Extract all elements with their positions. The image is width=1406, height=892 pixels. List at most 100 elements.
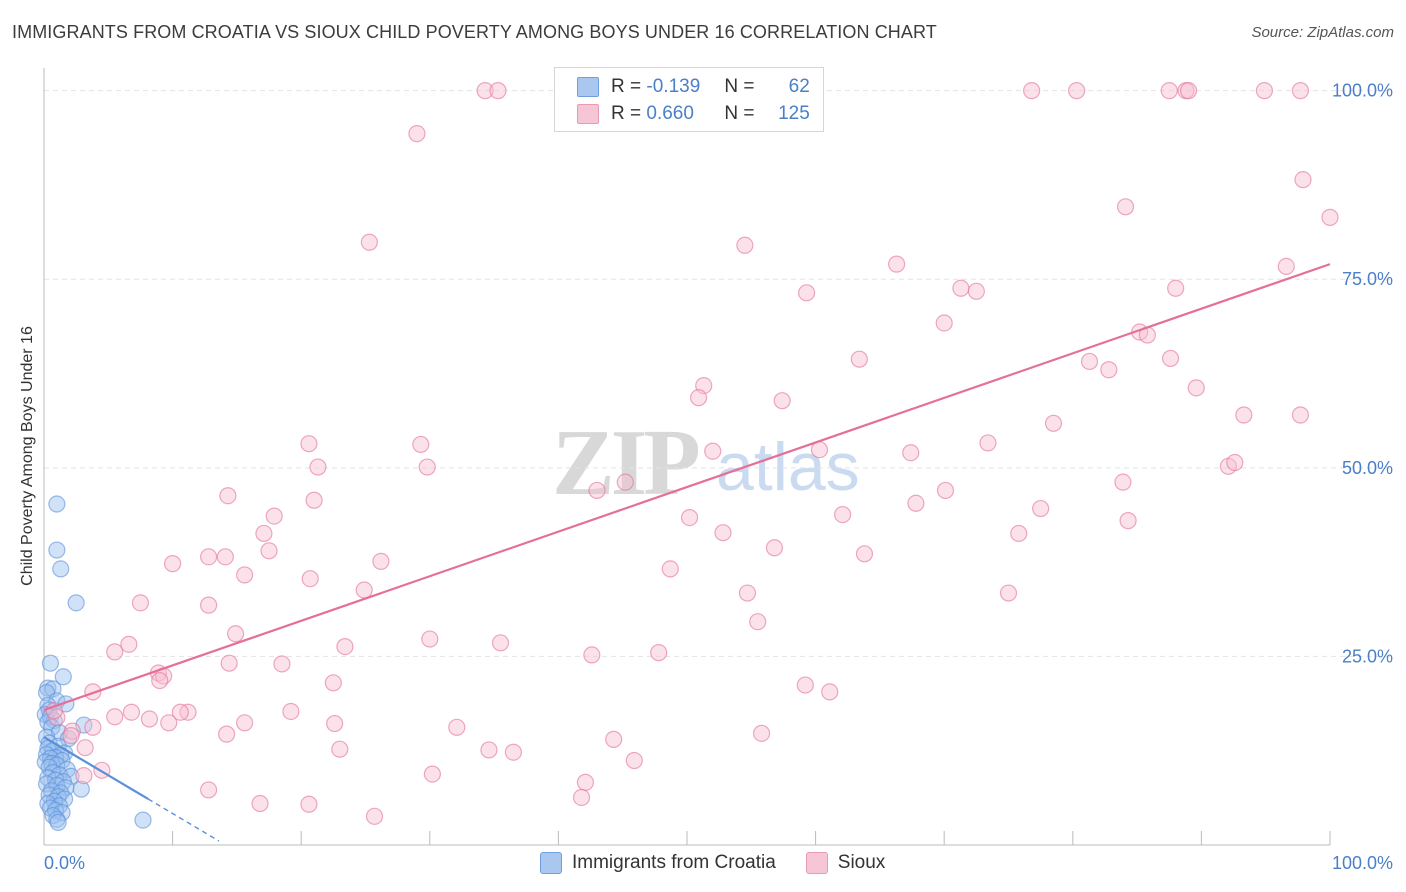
sioux-point — [738, 584, 757, 602]
sioux-point — [773, 392, 791, 410]
sioux-point — [1235, 406, 1253, 424]
sioux-point — [834, 505, 852, 524]
sioux-point — [797, 284, 816, 302]
sioux-point — [301, 570, 319, 588]
tick-labels: 25.0% 50.0% 75.0% 100.0% 0.0% 100.0% — [44, 81, 1393, 873]
sioux-point — [219, 487, 237, 505]
x-tick-label-min: 0.0% — [44, 853, 85, 873]
sioux-point — [907, 494, 925, 512]
series-croatia — [36, 495, 152, 831]
sioux-point — [1160, 82, 1178, 100]
sioux-point — [448, 718, 466, 736]
sioux-point — [616, 473, 634, 491]
series-legend: Immigrants from Croatia Sioux — [540, 852, 915, 874]
sioux-point — [855, 545, 874, 563]
sioux-point — [1291, 406, 1310, 424]
sioux-point — [164, 555, 182, 573]
sioux-point — [200, 781, 218, 799]
sioux-point — [650, 644, 668, 662]
sioux-point — [62, 727, 80, 745]
legend-item-croatia: Immigrants from Croatia — [540, 852, 776, 874]
sioux-point — [572, 788, 591, 807]
source-label: Source: ZipAtlas.com — [1251, 24, 1394, 41]
sioux-point — [480, 741, 498, 759]
sioux-point — [1010, 524, 1028, 543]
sioux-point — [902, 444, 920, 462]
sioux-point — [84, 718, 102, 736]
sioux-point — [171, 703, 189, 721]
croatia-point — [54, 668, 72, 686]
sioux-point — [752, 724, 771, 742]
croatia-swatch — [577, 77, 599, 97]
watermark-zip: ZIP — [552, 411, 698, 515]
sioux-point — [935, 314, 953, 332]
sioux-point — [273, 655, 291, 673]
sioux-point — [491, 634, 510, 652]
sioux-point — [1179, 82, 1198, 100]
sioux-point — [236, 714, 254, 732]
legend-label-croatia: Immigrants from Croatia — [572, 852, 776, 873]
croatia-trend-line — [43, 736, 149, 800]
sioux-point — [1023, 82, 1041, 100]
chart-title: IMMIGRANTS FROM CROATIA VS SIOUX CHILD P… — [12, 22, 937, 42]
sioux-point — [796, 676, 814, 694]
sioux-point — [888, 255, 906, 273]
n-value: 62 — [788, 76, 810, 97]
y-tick-label: 75.0% — [1342, 269, 1393, 289]
sioux-point — [1167, 279, 1185, 297]
sioux-point — [360, 233, 378, 251]
sioux-point — [76, 739, 94, 757]
sioux-point — [1100, 361, 1118, 379]
croatia-legend-swatch — [540, 852, 562, 874]
legend-row-sioux: R = 0.660 N = 125 — [577, 102, 810, 126]
croatia-point — [48, 495, 66, 513]
r-value: 0.660 — [646, 103, 694, 124]
sioux-point — [331, 740, 349, 758]
sioux-point — [1114, 473, 1132, 491]
sioux-point — [1294, 171, 1312, 189]
sioux-point — [489, 82, 507, 100]
sioux-point — [200, 596, 218, 614]
sioux-point — [979, 434, 997, 452]
sioux-point — [48, 708, 66, 727]
sioux-point — [661, 560, 679, 578]
sioux-point — [151, 671, 169, 690]
sioux-point — [936, 481, 955, 500]
sioux-point — [218, 725, 236, 743]
croatia-point — [72, 780, 90, 798]
sioux-trend-line — [43, 263, 1331, 712]
sioux-point — [300, 795, 318, 813]
sioux-point — [418, 458, 436, 476]
croatia-point — [49, 813, 67, 831]
y-tick-label: 50.0% — [1342, 458, 1393, 478]
sioux-point — [423, 765, 441, 783]
legend-label-sioux: Sioux — [837, 852, 886, 873]
croatia-point — [67, 594, 85, 612]
sioux-point — [200, 548, 218, 566]
sioux-point — [999, 584, 1018, 602]
sioux-point — [504, 743, 522, 761]
sioux-point — [260, 542, 278, 560]
sioux-legend-swatch — [805, 852, 828, 874]
sioux-point — [1080, 352, 1099, 371]
sioux-point — [765, 539, 784, 557]
croatia-trend-extension — [147, 798, 220, 842]
r-value: -0.139 — [646, 76, 701, 97]
sioux-point — [1044, 414, 1063, 432]
sioux-point — [122, 703, 141, 721]
croatia-point — [52, 560, 70, 578]
sioux-point — [1321, 208, 1339, 226]
sioux-point — [309, 458, 327, 476]
sioux-point — [1255, 82, 1274, 100]
sioux-point — [282, 702, 300, 721]
watermark: ZIP atlas — [552, 411, 860, 515]
sioux-point — [967, 282, 985, 300]
sioux-point — [1068, 82, 1086, 100]
legend-item-sioux: Sioux — [805, 852, 886, 874]
legend-row-croatia: R = -0.139 N = 62 — [577, 75, 810, 99]
sioux-point — [583, 646, 601, 664]
watermark-atlas: atlas — [716, 429, 860, 505]
sioux-point — [236, 566, 254, 584]
n-value: 125 — [778, 103, 810, 124]
